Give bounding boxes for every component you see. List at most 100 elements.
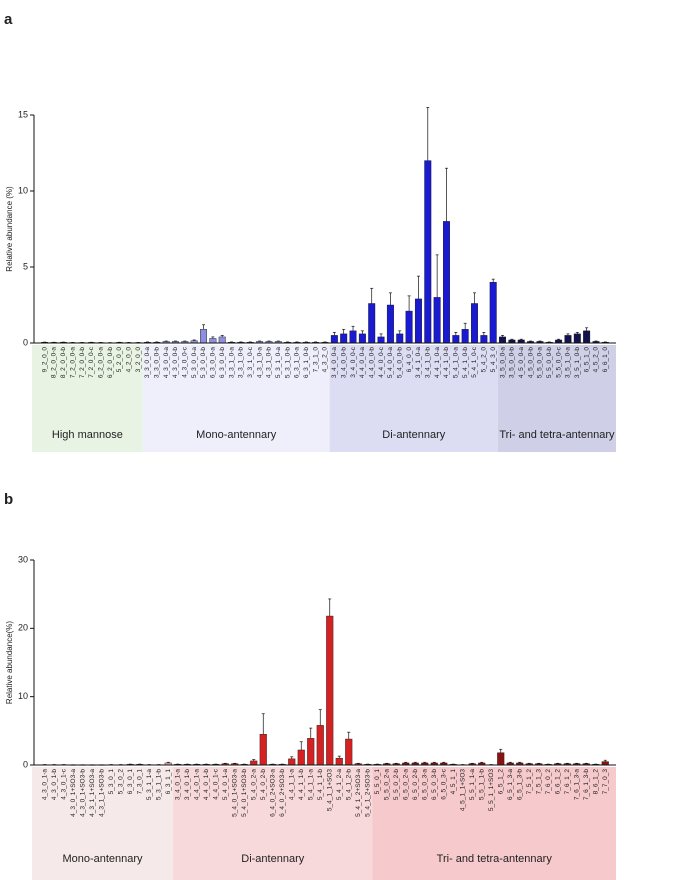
x-tick-label: 4_3_1_1+SO3-a — [89, 769, 96, 817]
x-tick-label: 4_5_0_0-b — [527, 347, 534, 378]
bar — [288, 758, 296, 766]
y-tick-label: 10 — [18, 691, 28, 701]
bar — [499, 336, 507, 344]
y-tick-label: 10 — [18, 185, 28, 195]
x-tick-label: 5_4_1_0-b — [462, 347, 469, 378]
x-tick-label: 5_4_1_1-b — [317, 769, 324, 800]
x-tick-label: 4_4_0_1-b — [203, 769, 210, 800]
x-tick-label: 5_4_1_2-b — [345, 769, 352, 800]
bar — [200, 329, 207, 344]
x-tick-label: 5_4_0_1+SO3-a — [231, 769, 238, 817]
group-name: Mono-antennary — [196, 429, 277, 441]
group-background — [32, 345, 143, 452]
x-tick-label: 5_5_0_0-a — [537, 347, 544, 378]
x-tick-label: 7_6_1_2 — [564, 769, 571, 795]
x-tick-label: 5_4_0_1+SO3-b — [241, 769, 248, 817]
x-tick-label: 3_4_0_0-c — [350, 346, 357, 377]
group-name: High mannose — [52, 429, 123, 441]
bar — [452, 335, 460, 344]
x-tick-label: 4_5_0_0-a — [518, 347, 525, 378]
bar — [471, 303, 478, 344]
x-tick-label: 6_3_1_1 — [165, 769, 172, 795]
x-tick-label: 7_5_1_3 — [535, 769, 542, 795]
x-tick-label: 5_5_0_2-a — [383, 769, 390, 800]
x-tick-label: 6_2_0_0-b — [107, 347, 114, 378]
y-axis-label: Relative abundance (%) — [5, 186, 14, 272]
bar — [461, 329, 469, 344]
x-tick-label: 7_2_0_0-b — [79, 347, 86, 378]
x-tick-label: 6_5_1_2 — [497, 769, 504, 795]
x-tick-label: 4_4_0_1-a — [193, 769, 200, 800]
group-name: Di-antennary — [241, 853, 304, 865]
x-tick-label: 3_3_1_0-a — [228, 347, 235, 378]
x-tick-label: 4_5_1_1 — [450, 769, 457, 795]
x-tick-label: 4_4_0_1-c — [212, 768, 219, 799]
x-tick-label: 7_5_1_2 — [526, 769, 533, 795]
bar — [433, 297, 441, 344]
x-tick-label: 4_3_1_1+SO3-b — [98, 769, 105, 817]
x-tick-label: 6_5_0_2-b — [412, 769, 419, 800]
x-tick-label: 9_2_0_0 — [41, 347, 48, 373]
x-tick-label: 6_5_0_3-c — [440, 768, 447, 799]
x-tick-label: 5_4_1_2-a — [336, 769, 343, 800]
x-tick-label: 6_3_1_0-b — [303, 347, 310, 378]
bar — [443, 221, 450, 344]
bar — [326, 615, 334, 766]
x-tick-label: 4_4_1_1-b — [298, 769, 305, 800]
panel-letter: a — [4, 11, 13, 28]
x-tick-label: 5_4_1_0-a — [453, 347, 460, 378]
x-tick-label: 6_4_0_0 — [406, 347, 413, 373]
bar — [489, 282, 497, 344]
x-tick-label: 5_3_0_1 — [108, 769, 115, 795]
x-tick-label: 4_4_1_0-b — [443, 347, 450, 378]
x-tick-label: 5_5_1_1+SO3 — [488, 769, 495, 811]
x-tick-label: 6_5_0_3-a — [421, 769, 428, 800]
x-tick-label: 6_5_1_3-a — [507, 769, 514, 800]
x-tick-label: 3_3_0_0-a — [144, 347, 151, 378]
x-tick-label: 3_4_1_0-b — [425, 347, 432, 378]
bar — [340, 333, 348, 344]
x-tick-label: 7_2_0_0-c — [88, 346, 95, 377]
x-tick-label: 4_5_1_1+SO3 — [459, 769, 466, 811]
bar — [424, 160, 432, 344]
x-tick-label: 4_3_1_0-b — [266, 347, 273, 378]
x-tick-label: 5_2_0_0 — [116, 347, 123, 373]
bar — [250, 760, 258, 766]
x-tick-label: 4_4_0_0-c — [378, 346, 385, 377]
bar — [297, 749, 305, 766]
x-tick-label: 5_3_1_1-b — [155, 769, 162, 800]
x-tick-label: 8_2_0_0-b — [60, 347, 67, 378]
bar — [368, 303, 376, 344]
x-tick-label: 4_3_0_1-a — [41, 769, 48, 800]
group-name: Tri- and tetra-antennary — [437, 853, 553, 865]
panel-letter: b — [4, 491, 13, 508]
x-tick-label: 6_6_1_0 — [602, 347, 609, 373]
x-tick-label: 3_3_1_0-b — [238, 347, 245, 378]
x-tick-label: 3_5_0_0-b — [509, 347, 516, 378]
x-tick-label: 4_3_0_1+SO3-a — [70, 769, 77, 817]
x-tick-label: 6_5_0_3-b — [431, 769, 438, 800]
x-tick-label: 8_2_0_0-a — [51, 347, 58, 378]
bar — [345, 738, 353, 766]
bar — [497, 752, 505, 766]
x-tick-label: 6_4_0_2+SO3-a — [269, 769, 276, 817]
bar — [349, 330, 357, 344]
group-background — [32, 767, 173, 880]
x-tick-label: 6_3_0_0-a — [210, 347, 217, 378]
x-tick-label: 5_5_0_2-b — [393, 769, 400, 800]
y-tick-label: 0 — [23, 337, 28, 347]
group-background — [372, 767, 616, 880]
bar — [316, 725, 324, 766]
x-tick-label: 6_3_1_0-a — [294, 347, 301, 378]
x-tick-label: 3_4_0_0-b — [340, 347, 347, 378]
bar — [564, 335, 572, 344]
bar — [414, 298, 422, 344]
x-tick-label: 3_3_0_0-b — [154, 347, 161, 378]
y-tick-label: 0 — [23, 759, 28, 769]
x-tick-label: 7_6_1_3-b — [583, 769, 590, 800]
x-tick-label: 5_4_1_1+SO3 — [326, 769, 333, 811]
bar — [386, 304, 394, 344]
x-tick-label: 4_3_0_1+SO3-b — [79, 769, 86, 817]
bar — [307, 738, 315, 766]
x-tick-label: 8_6_1_2 — [592, 769, 599, 795]
